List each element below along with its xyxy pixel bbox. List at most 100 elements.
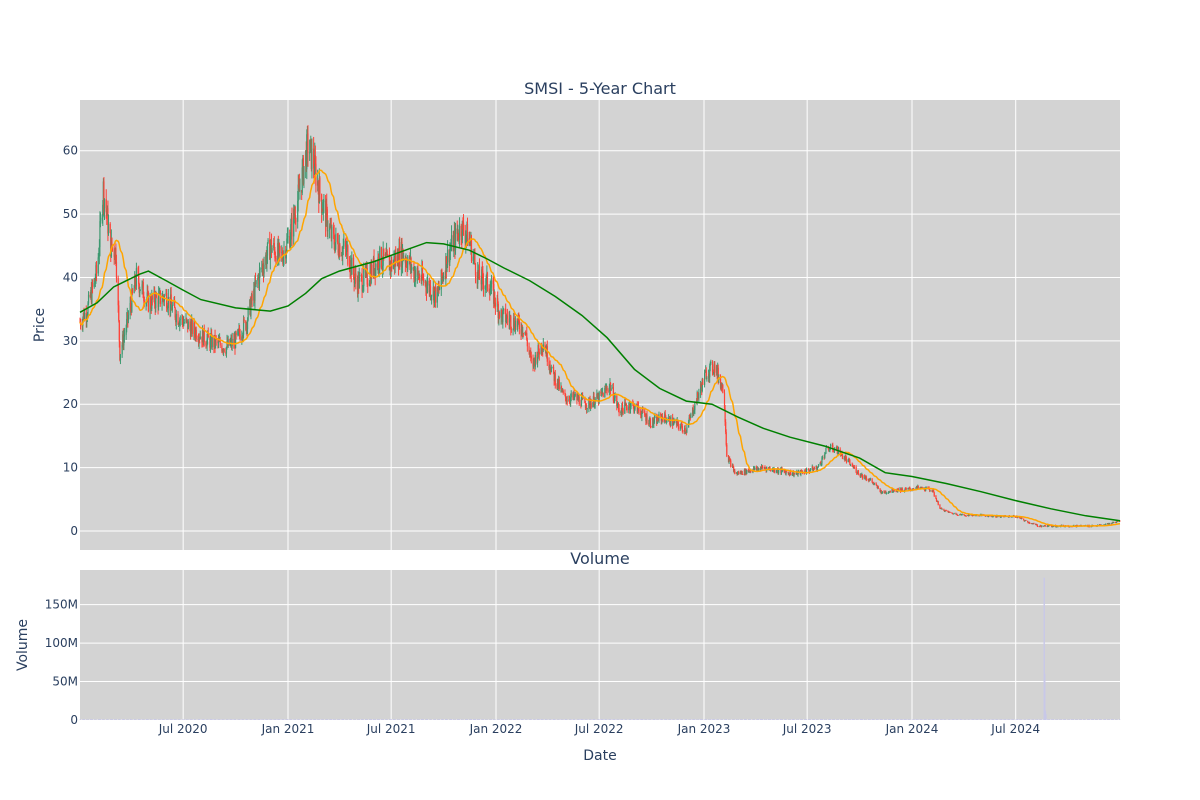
candle-body [500,310,502,318]
volume-bar [215,719,217,720]
volume-bar [333,719,335,720]
candle-body [497,303,499,318]
volume-bar [482,719,484,720]
candle-body [692,407,694,414]
volume-bar [701,719,703,720]
volume-bar [145,719,147,720]
candle-body [755,467,758,470]
volume-bar [459,719,461,720]
candle-body [530,356,532,359]
candle-body [674,420,676,422]
volume-bar [109,719,111,720]
candle-body [672,417,674,426]
candle-body [588,398,590,409]
volume-bar [851,719,853,720]
candle-body [588,398,591,400]
volume-bar [888,719,890,720]
volume-bar [640,719,642,720]
candle-body [598,392,600,403]
candle-body [121,344,123,355]
volume-bar [1056,719,1058,720]
volume-bar [773,719,775,720]
candle-body [492,280,494,285]
candle-body [1090,526,1093,528]
candle-body [833,449,836,452]
volume-bar [464,719,466,720]
volume-bar [738,719,740,720]
candle-body [449,248,452,251]
volume-bar [828,719,830,720]
volume-bar [182,719,184,720]
candle-body [821,457,824,459]
candle-body [604,388,606,398]
volume-bar [581,719,583,720]
volume-bar [375,719,377,720]
volume-bar [668,719,670,720]
volume-bar [506,719,508,720]
volume-bar [197,719,199,720]
volume-bar [273,719,275,720]
volume-bar [636,719,638,720]
volume-bar [517,719,519,720]
volume-bar [822,719,824,720]
candle-body [774,468,776,472]
volume-bar [202,719,204,720]
volume-bar [1051,719,1053,720]
candle-body [207,332,209,338]
volume-bar [279,719,281,720]
candle-body [1115,521,1118,523]
candle-body [534,354,536,367]
volume-bar [553,719,555,720]
candle-body [187,321,189,330]
candle-body [263,264,265,274]
volume-bar [790,719,792,720]
candle-body [133,287,135,294]
candle-body [941,508,943,510]
candle-body [633,409,636,412]
volume-bar [534,719,536,720]
volume-y-tick-label: 0 [70,713,78,727]
candle-body [185,318,187,323]
candle-body [650,426,652,428]
volume-bar [1013,719,1015,720]
volume-bar [1036,719,1038,720]
candle-body [83,312,86,321]
volume-bar [278,719,280,720]
candle-body [709,362,711,366]
volume-bar [396,719,398,720]
volume-bar [1016,719,1018,720]
candle-body [797,470,800,472]
candle-body [142,282,144,298]
candle-body [81,325,83,327]
volume-bar [872,719,874,720]
candle-body [317,180,319,190]
candle-body [209,337,212,348]
volume-bar [458,719,460,720]
candle-body [1089,526,1091,528]
volume-bar [510,719,512,720]
volume-bar [1088,719,1090,720]
volume-bar [398,719,400,720]
candle-body [737,473,739,475]
candle-body [246,320,249,330]
volume-bar [856,719,858,720]
volume-bar [916,719,918,720]
volume-bar [167,719,169,720]
candle-body [625,404,628,408]
candle-body [489,289,491,295]
volume-bar [106,719,108,720]
candle-body [624,402,626,414]
volume-bar [538,719,540,720]
candle-body [468,238,470,246]
volume-bar [126,719,128,720]
volume-bar [306,719,308,720]
candle-body [955,513,957,515]
volume-y-tick-label: 50M [52,675,78,689]
candle-body [895,490,897,492]
volume-bar [1001,719,1003,720]
volume-bar [1007,719,1009,720]
volume-bar [888,719,890,720]
volume-bar [788,719,790,720]
candle-body [901,488,903,491]
candle-body [760,466,763,469]
